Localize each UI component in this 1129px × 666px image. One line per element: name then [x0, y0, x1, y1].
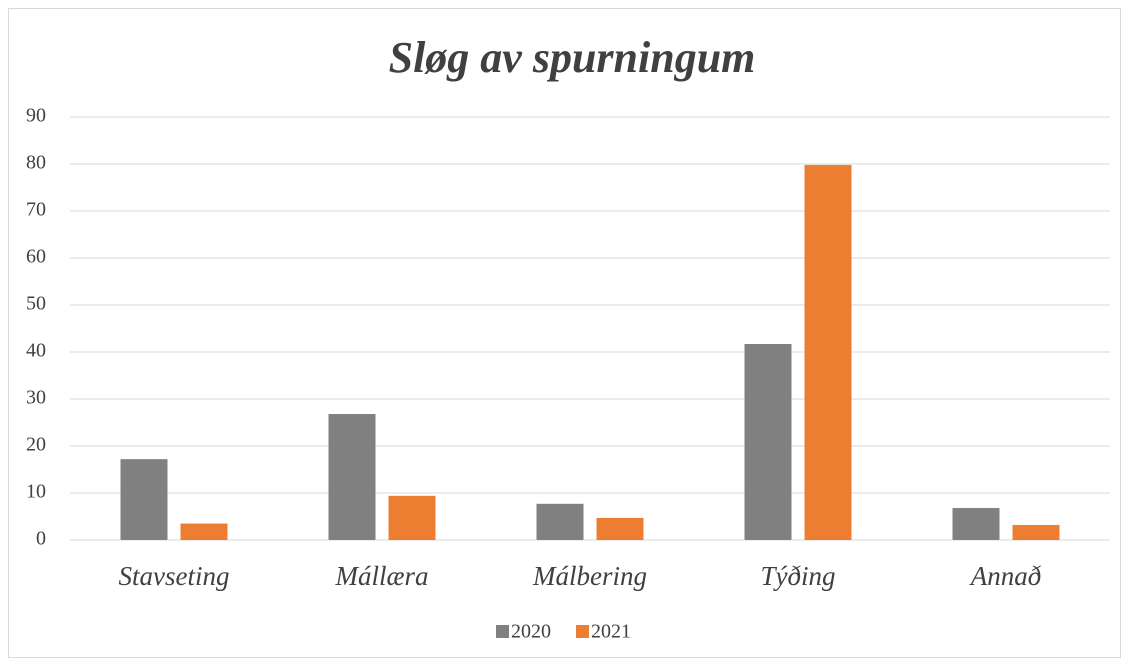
bar	[804, 164, 852, 540]
x-tick-label: Málbering	[532, 561, 647, 591]
bar	[596, 517, 644, 540]
y-tick-label: 10	[26, 481, 46, 503]
y-tick-label: 30	[26, 387, 46, 409]
x-tick-label: Stavseting	[119, 561, 230, 591]
bar	[1012, 524, 1060, 540]
bar	[952, 508, 1000, 540]
y-tick-label: 50	[26, 293, 46, 315]
bar	[536, 503, 584, 540]
bar	[388, 495, 436, 540]
bar	[744, 344, 792, 540]
y-tick-label: 60	[26, 246, 46, 268]
y-tick-label: 90	[26, 105, 46, 127]
x-tick-label: Annað	[969, 561, 1042, 591]
y-tick-label: 80	[26, 152, 46, 174]
legend-label: 2021	[591, 621, 631, 643]
bar	[328, 414, 376, 540]
y-tick-label: 70	[26, 199, 46, 221]
bar	[180, 523, 228, 540]
legend-swatch	[576, 625, 589, 638]
y-tick-label: 0	[36, 528, 46, 550]
chart-border	[8, 8, 1121, 658]
bar	[120, 459, 168, 540]
chart-title: Sløg av spurningum	[389, 33, 756, 82]
legend-swatch	[496, 625, 509, 638]
y-tick-label: 20	[26, 434, 46, 456]
x-tick-label: Týðing	[760, 561, 835, 591]
x-tick-label: Mállæra	[334, 561, 428, 591]
legend-label: 2020	[511, 621, 551, 643]
y-tick-label: 40	[26, 340, 46, 362]
